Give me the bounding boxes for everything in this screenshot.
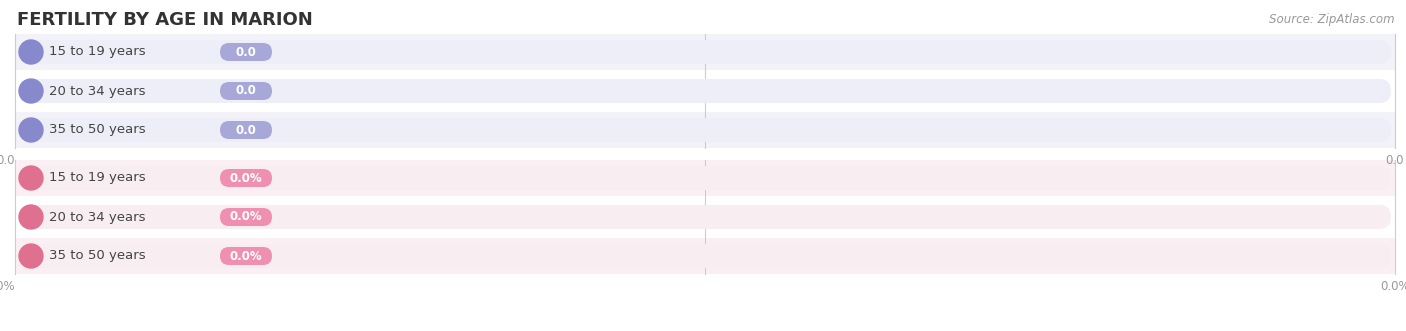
Bar: [15, 199, 1395, 235]
Text: 20 to 34 years: 20 to 34 years: [49, 211, 145, 223]
Text: 0.0%: 0.0%: [229, 171, 263, 184]
FancyBboxPatch shape: [20, 244, 1391, 268]
Text: 0.0%: 0.0%: [229, 250, 263, 262]
Bar: [15, 112, 1395, 148]
Text: 0.0%: 0.0%: [0, 280, 15, 294]
FancyBboxPatch shape: [20, 40, 274, 64]
FancyBboxPatch shape: [20, 118, 1391, 142]
FancyBboxPatch shape: [219, 208, 271, 226]
FancyBboxPatch shape: [219, 169, 271, 187]
FancyBboxPatch shape: [20, 205, 1391, 229]
Bar: [15, 34, 1395, 70]
Text: 20 to 34 years: 20 to 34 years: [49, 84, 145, 98]
Text: FERTILITY BY AGE IN MARION: FERTILITY BY AGE IN MARION: [17, 11, 312, 29]
FancyBboxPatch shape: [219, 247, 271, 265]
FancyBboxPatch shape: [20, 244, 274, 268]
Text: 0.0%: 0.0%: [1381, 280, 1406, 294]
FancyBboxPatch shape: [20, 79, 274, 103]
Circle shape: [20, 118, 44, 142]
Circle shape: [20, 244, 44, 268]
FancyBboxPatch shape: [20, 118, 274, 142]
Bar: [15, 73, 1395, 109]
Text: 35 to 50 years: 35 to 50 years: [49, 250, 146, 262]
FancyBboxPatch shape: [219, 82, 271, 100]
FancyBboxPatch shape: [20, 205, 274, 229]
Text: 0.0%: 0.0%: [229, 211, 263, 223]
Text: 15 to 19 years: 15 to 19 years: [49, 45, 146, 59]
Circle shape: [20, 79, 44, 103]
Text: Source: ZipAtlas.com: Source: ZipAtlas.com: [1270, 13, 1395, 26]
Circle shape: [20, 40, 44, 64]
Bar: [15, 160, 1395, 196]
Text: 0.0: 0.0: [1386, 155, 1405, 167]
FancyBboxPatch shape: [219, 43, 271, 61]
FancyBboxPatch shape: [20, 40, 1391, 64]
Bar: [15, 238, 1395, 274]
Text: 35 to 50 years: 35 to 50 years: [49, 123, 146, 136]
FancyBboxPatch shape: [20, 79, 1391, 103]
FancyBboxPatch shape: [20, 166, 274, 190]
Circle shape: [20, 166, 44, 190]
Text: 0.0: 0.0: [236, 45, 256, 59]
FancyBboxPatch shape: [219, 121, 271, 139]
Text: 0.0: 0.0: [0, 155, 15, 167]
Circle shape: [20, 205, 44, 229]
Text: 15 to 19 years: 15 to 19 years: [49, 171, 146, 184]
Text: 0.0: 0.0: [236, 123, 256, 136]
FancyBboxPatch shape: [20, 166, 1391, 190]
Text: 0.0: 0.0: [236, 84, 256, 98]
